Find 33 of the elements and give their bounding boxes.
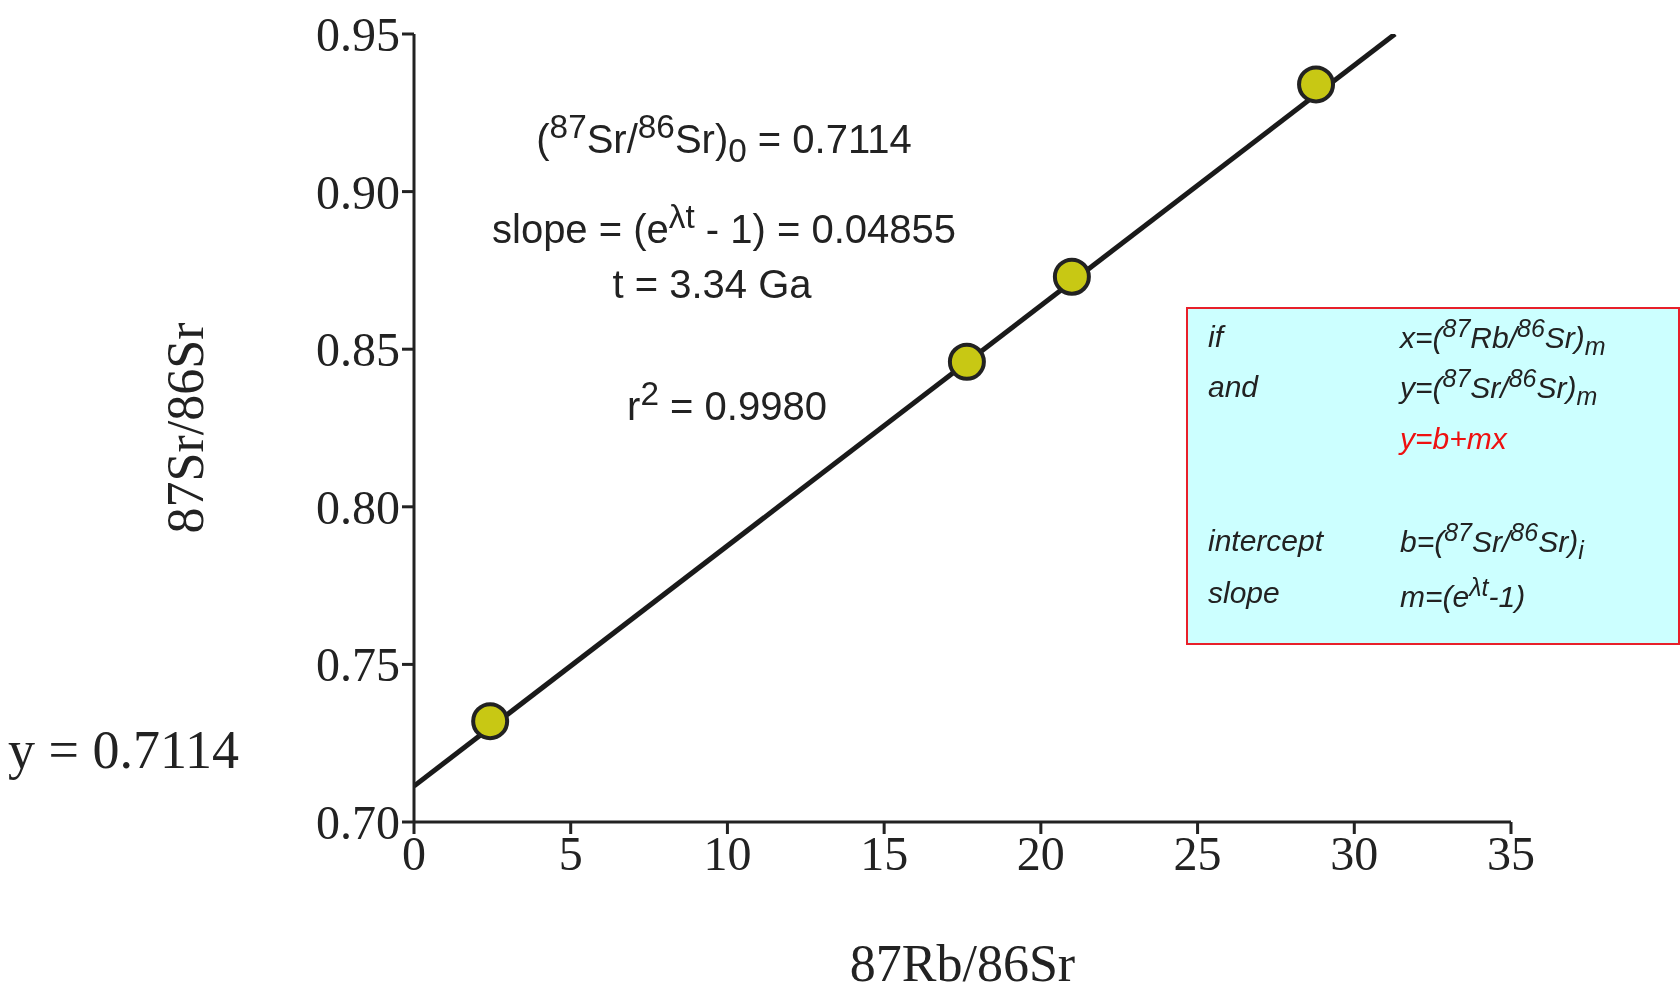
x-tick-label: 10 bbox=[703, 827, 752, 881]
x-tick-label: 25 bbox=[1173, 827, 1222, 881]
y-tick-label: 0.95 bbox=[316, 8, 400, 62]
annotation: y=($^{87}$Sr/$^{86}$Sr)$_{m}$ bbox=[1400, 363, 1598, 411]
text: y = 0.7114 bbox=[8, 719, 239, 781]
annotation: and bbox=[1208, 370, 1259, 404]
x-tick-label: 20 bbox=[1016, 827, 1065, 881]
x-axis-title: 87Rb/86Sr bbox=[849, 935, 1076, 991]
x-tick-label: 5 bbox=[558, 827, 583, 881]
x-tick-label: 0 bbox=[402, 827, 426, 881]
annotation: slope bbox=[1208, 576, 1280, 610]
point bbox=[947, 342, 986, 381]
annotation: m=(e$^{λt}$-1) bbox=[1400, 572, 1526, 614]
point bbox=[471, 702, 510, 741]
annotation: x=($^{87}$Rb/$^{86}$Sr)$_{m}$ bbox=[1400, 313, 1606, 361]
y-tick-label: 0.90 bbox=[316, 165, 400, 219]
annotation: intercept bbox=[1208, 524, 1324, 558]
annotation: ($^{87}$Sr/$^{86}$Sr)$_{0}$ = 0.7114 bbox=[536, 108, 912, 170]
point bbox=[1052, 257, 1091, 296]
y-tick-label: 0.85 bbox=[316, 323, 400, 377]
annotation: r$^{2}$ = 0.9980 bbox=[627, 375, 827, 429]
annotation: y=b+mx bbox=[1400, 422, 1507, 456]
y-tick-label: 0.70 bbox=[316, 796, 400, 850]
x-tick-label: 15 bbox=[860, 827, 909, 881]
y-tick-label: 0.75 bbox=[316, 638, 400, 692]
x-tick-label: 35 bbox=[1487, 827, 1535, 881]
x-tick-label: 30 bbox=[1330, 827, 1379, 881]
y-tick-label: 0.80 bbox=[316, 480, 400, 534]
y-axis-title: 87Sr/86Sr bbox=[157, 322, 215, 534]
annotation: t = 3.34 Ga bbox=[612, 261, 812, 307]
annotation: b=($^{87}$Sr/$^{86}$Sr)$_{i}$ bbox=[1400, 517, 1584, 565]
annotation: slope = (e$^{λt}$ - 1) = 0.04855 bbox=[491, 198, 957, 252]
point bbox=[1297, 65, 1336, 104]
